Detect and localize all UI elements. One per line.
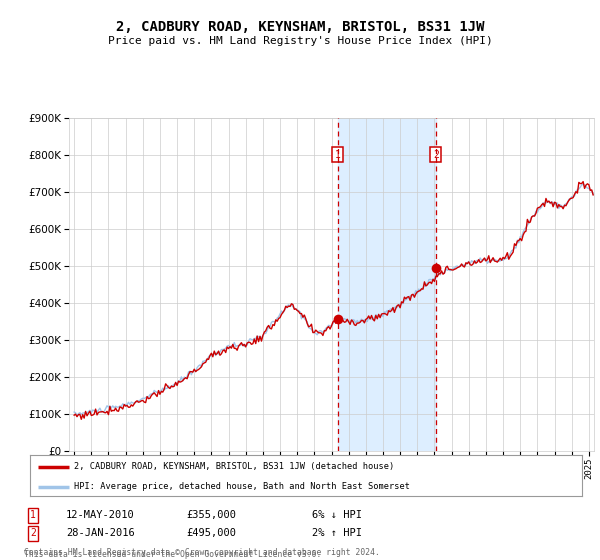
Text: This data is licensed under the Open Government Licence v3.0.: This data is licensed under the Open Gov… bbox=[24, 550, 322, 559]
Text: £495,000: £495,000 bbox=[186, 528, 236, 538]
Text: 2% ↑ HPI: 2% ↑ HPI bbox=[312, 528, 362, 538]
Text: 2, CADBURY ROAD, KEYNSHAM, BRISTOL, BS31 1JW: 2, CADBURY ROAD, KEYNSHAM, BRISTOL, BS31… bbox=[116, 20, 484, 34]
Bar bbox=[338, 118, 436, 451]
Text: 2, CADBURY ROAD, KEYNSHAM, BRISTOL, BS31 1JW (detached house): 2, CADBURY ROAD, KEYNSHAM, BRISTOL, BS31… bbox=[74, 462, 394, 471]
Text: 1: 1 bbox=[30, 510, 36, 520]
Text: Contains HM Land Registry data © Crown copyright and database right 2024.: Contains HM Land Registry data © Crown c… bbox=[24, 548, 380, 557]
Text: 2: 2 bbox=[433, 150, 439, 160]
Text: HPI: Average price, detached house, Bath and North East Somerset: HPI: Average price, detached house, Bath… bbox=[74, 482, 410, 491]
Text: £355,000: £355,000 bbox=[186, 510, 236, 520]
Text: 1: 1 bbox=[335, 150, 341, 160]
Text: 2: 2 bbox=[30, 528, 36, 538]
Text: Price paid vs. HM Land Registry's House Price Index (HPI): Price paid vs. HM Land Registry's House … bbox=[107, 36, 493, 46]
Text: 12-MAY-2010: 12-MAY-2010 bbox=[66, 510, 135, 520]
Text: 28-JAN-2016: 28-JAN-2016 bbox=[66, 528, 135, 538]
Text: 6% ↓ HPI: 6% ↓ HPI bbox=[312, 510, 362, 520]
